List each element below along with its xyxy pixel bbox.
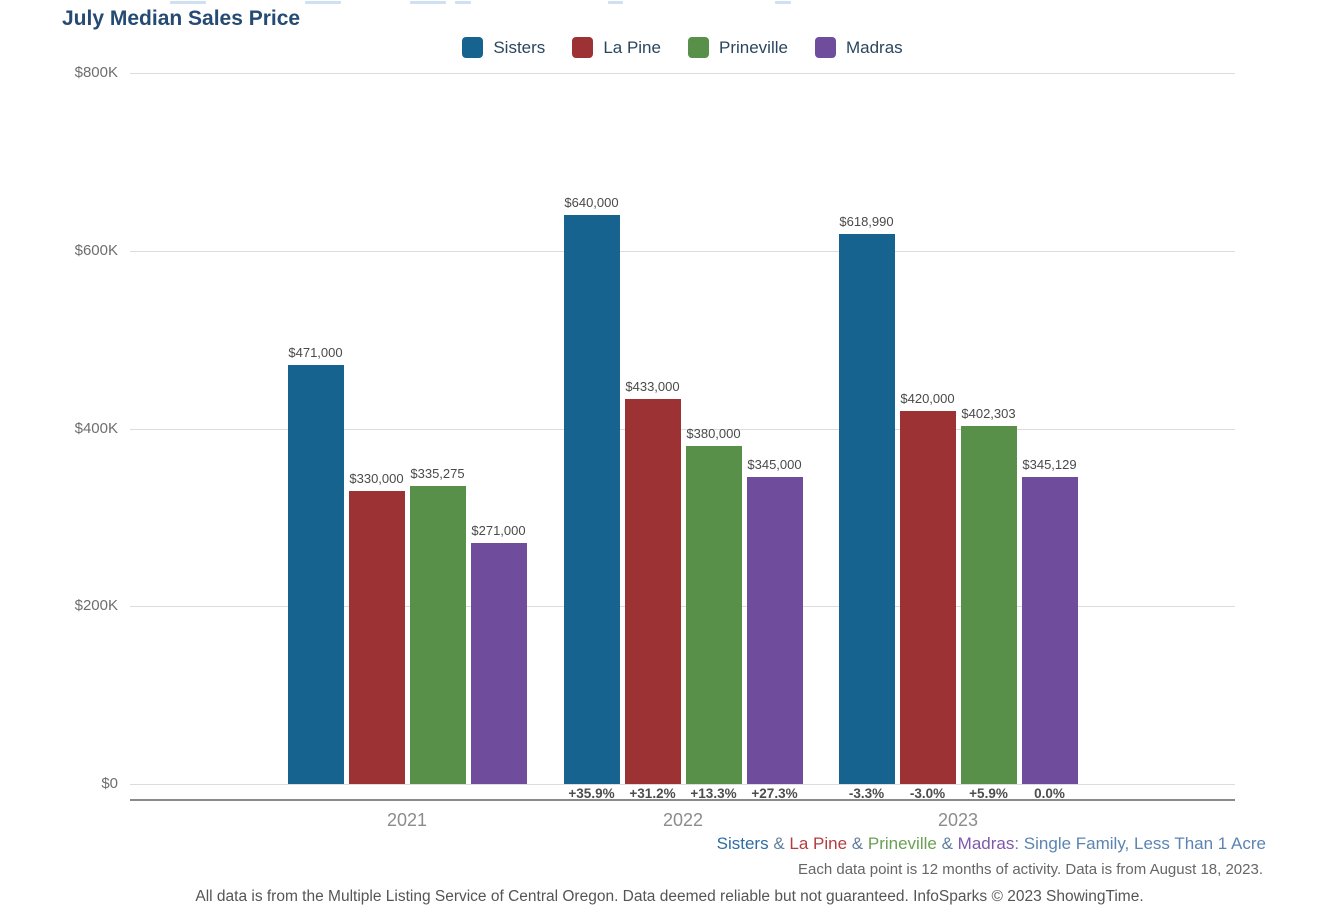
y-axis-tick-label: $200K	[74, 597, 118, 614]
legend-item-prineville[interactable]: Prineville	[687, 37, 788, 58]
y-axis-tick-label: $0	[101, 775, 118, 792]
cropped-top-text-fragment	[170, 1, 206, 4]
pct-change-label: +27.3%	[751, 786, 798, 801]
bar-value-label: $402,303	[961, 406, 1016, 422]
y-axis-tick-label: $800K	[74, 64, 118, 81]
bar-madras-2022[interactable]	[746, 477, 803, 784]
bar-value-label: $618,990	[839, 213, 894, 229]
gridline	[130, 606, 1235, 607]
pct-change-label: +5.9%	[969, 786, 1008, 801]
legend-label: Prineville	[718, 37, 788, 57]
legend-swatch-icon	[462, 37, 484, 58]
bar-la-pine-2022[interactable]	[624, 399, 681, 784]
cropped-top-text-fragment	[775, 1, 791, 4]
bar-value-label: $345,129	[1022, 457, 1077, 473]
series-description-part: La Pine	[789, 834, 848, 853]
data-period-note: Each data point is 12 months of activity…	[798, 861, 1263, 878]
legend-swatch-icon	[572, 37, 594, 58]
bar-madras-2021[interactable]	[470, 543, 527, 784]
x-axis-line	[130, 799, 1235, 801]
bar-value-label: $380,000	[686, 426, 741, 442]
y-axis-tick-label: $600K	[74, 242, 118, 259]
legend-swatch-icon	[687, 37, 709, 58]
bar-sisters-2023[interactable]	[838, 233, 895, 784]
x-axis-category-label: 2023	[937, 810, 979, 830]
pct-change-label: +13.3%	[690, 786, 737, 801]
legend-item-madras[interactable]: Madras	[814, 37, 903, 58]
legend-swatch-icon	[814, 37, 836, 58]
bar-la-pine-2023[interactable]	[899, 410, 956, 784]
chart-legend: Sisters La Pine Prineville Madras	[130, 37, 1235, 58]
pct-change-label: -3.0%	[909, 786, 946, 801]
bar-value-label: $335,275	[410, 466, 465, 482]
legend-label: Sisters	[493, 37, 546, 57]
pct-change-label: 0.0%	[1034, 786, 1065, 801]
legend-label: Madras	[845, 37, 903, 57]
bar-madras-2023[interactable]	[1021, 477, 1078, 784]
series-description-part: Sisters	[716, 834, 769, 853]
bar-value-label: $433,000	[625, 379, 680, 395]
disclaimer-text: All data is from the Multiple Listing Se…	[195, 888, 1144, 905]
plot-area: $471,000 $330,000 $335,275 $271,000 $640,000…	[130, 73, 1235, 785]
series-description-part: &	[847, 834, 868, 853]
bar-value-label: $345,000	[747, 457, 802, 473]
series-description: Sisters & La Pine & Prineville & Madras:…	[717, 834, 1266, 854]
bar-prineville-2023[interactable]	[960, 426, 1017, 784]
series-description-part: Prineville	[867, 834, 937, 853]
x-axis-category-label: 2022	[662, 810, 704, 830]
bar-la-pine-2021[interactable]	[348, 490, 405, 784]
gridline	[130, 429, 1235, 430]
bar-value-label: $420,000	[900, 390, 955, 406]
gridline	[130, 251, 1235, 252]
cropped-top-text-fragment	[608, 1, 623, 4]
cropped-top-text-fragment	[455, 1, 471, 4]
bar-value-label: $471,000	[288, 345, 343, 361]
cropped-top-text-fragment	[410, 1, 446, 4]
pct-change-label: -3.3%	[848, 786, 885, 801]
bar-sisters-2021[interactable]	[287, 365, 344, 784]
gridline	[130, 73, 1235, 74]
cropped-top-text-fragment	[305, 1, 341, 4]
pct-change-label: +35.9%	[568, 786, 615, 801]
page-title: July Median Sales Price	[62, 7, 301, 30]
bar-value-label: $330,000	[349, 470, 404, 486]
series-description-part: Madras	[957, 834, 1015, 853]
gridline	[130, 784, 1235, 785]
series-description-part: &	[936, 834, 958, 853]
bar-value-label: $640,000	[564, 195, 619, 211]
bar-sisters-2022[interactable]	[563, 215, 620, 784]
bar-value-label: $271,000	[471, 523, 526, 539]
legend-item-sisters[interactable]: Sisters	[462, 37, 545, 58]
legend-item-la-pine[interactable]: La Pine	[572, 37, 661, 58]
y-axis-tick-label: $400K	[74, 420, 118, 437]
x-axis-category-label: 2021	[386, 810, 428, 830]
series-description-part: &	[768, 834, 790, 853]
series-description-part: : Single Family, Less Than 1 Acre	[1014, 834, 1266, 853]
legend-label: La Pine	[603, 37, 661, 57]
bar-prineville-2021[interactable]	[409, 486, 466, 784]
pct-change-label: +31.2%	[629, 786, 676, 801]
bar-prineville-2022[interactable]	[685, 446, 742, 784]
